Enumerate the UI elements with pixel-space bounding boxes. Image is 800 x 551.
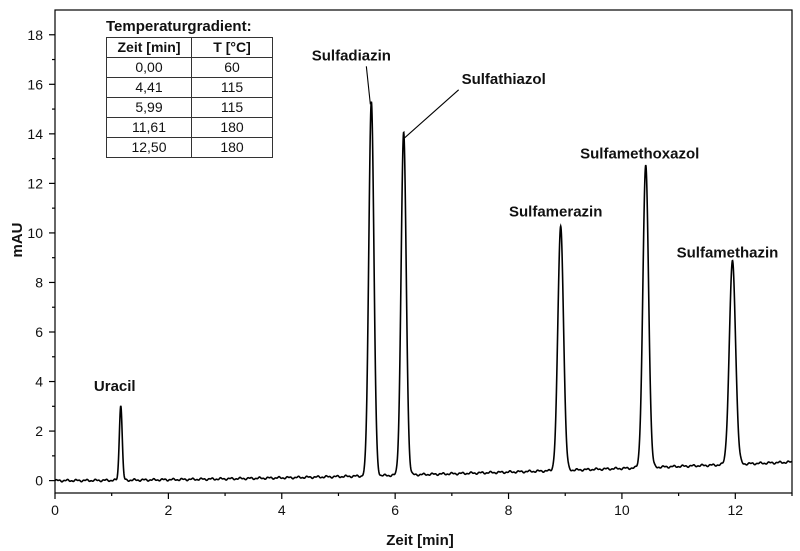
temperature-gradient-table: Temperaturgradient: Zeit [min] T [°C] 0,… bbox=[106, 18, 273, 158]
cell-temperature: 115 bbox=[191, 97, 273, 118]
x-tick-label: 4 bbox=[278, 502, 286, 518]
cell-time: 11,61 bbox=[106, 117, 192, 138]
x-tick-label: 8 bbox=[505, 502, 513, 518]
peak-label: Sulfamethoxazol bbox=[580, 145, 699, 162]
y-tick-label: 14 bbox=[27, 126, 43, 142]
y-axis-title: mAU bbox=[9, 222, 26, 257]
cell-temperature: 180 bbox=[191, 137, 273, 158]
peak-leader-line bbox=[365, 66, 371, 105]
x-tick-label: 6 bbox=[391, 502, 399, 518]
chart-axes bbox=[54, 9, 793, 494]
x-axis-title: Zeit [min] bbox=[386, 532, 454, 549]
y-tick-label: 0 bbox=[35, 473, 43, 489]
peak-label: Sulfamethazin bbox=[677, 245, 779, 262]
header-time: Zeit [min] bbox=[106, 37, 192, 58]
header-temperature: T [°C] bbox=[191, 37, 273, 58]
peak-label: Sulfamerazin bbox=[509, 204, 602, 221]
y-tick-label: 8 bbox=[35, 274, 43, 290]
gradient-table-grid: Zeit [min] T [°C] 0,00 60 4,41 115 5,99 115… bbox=[106, 37, 273, 158]
table-row: 12,50 180 bbox=[106, 137, 273, 158]
chart-ticks: 0 2 4 6 8 10 12 0 2 4 6 8 10 12 14 16 18 bbox=[27, 27, 793, 518]
plot-frame bbox=[54, 9, 793, 494]
cell-temperature: 115 bbox=[191, 77, 273, 98]
cell-time: 12,50 bbox=[106, 137, 192, 158]
cell-temperature: 60 bbox=[191, 57, 273, 78]
gradient-table-title: Temperaturgradient: bbox=[106, 18, 252, 35]
table-row: 11,61 180 bbox=[106, 117, 273, 138]
x-tick-label: 0 bbox=[51, 502, 59, 518]
y-tick-label: 12 bbox=[27, 175, 43, 191]
peak-labels: Uracil Sulfadiazin Sulfathiazol Sulfamerazi… bbox=[94, 47, 778, 395]
table-row: 5,99 115 bbox=[106, 97, 273, 118]
peak-leader-line bbox=[404, 89, 460, 139]
y-tick-label: 16 bbox=[27, 76, 43, 92]
x-tick-label: 2 bbox=[164, 502, 172, 518]
cell-temperature: 180 bbox=[191, 117, 273, 138]
y-tick-label: 6 bbox=[35, 324, 43, 340]
x-tick-label: 10 bbox=[614, 502, 630, 518]
peak-label: Sulfadiazin bbox=[312, 47, 391, 64]
y-tick-label: 4 bbox=[35, 374, 43, 390]
chromatogram-trace bbox=[54, 101, 793, 483]
x-tick-label: 12 bbox=[728, 502, 744, 518]
table-header-row: Zeit [min] T [°C] bbox=[106, 37, 273, 58]
peak-label: Sulfathiazol bbox=[462, 71, 546, 88]
table-row: 4,41 115 bbox=[106, 77, 273, 98]
y-tick-label: 18 bbox=[27, 27, 43, 43]
cell-time: 4,41 bbox=[106, 77, 192, 98]
peak-label: Uracil bbox=[94, 378, 136, 395]
cell-time: 5,99 bbox=[106, 97, 192, 118]
y-tick-label: 10 bbox=[27, 225, 43, 241]
table-row: 0,00 60 bbox=[106, 57, 273, 78]
cell-time: 0,00 bbox=[106, 57, 192, 78]
y-tick-label: 2 bbox=[35, 423, 43, 439]
